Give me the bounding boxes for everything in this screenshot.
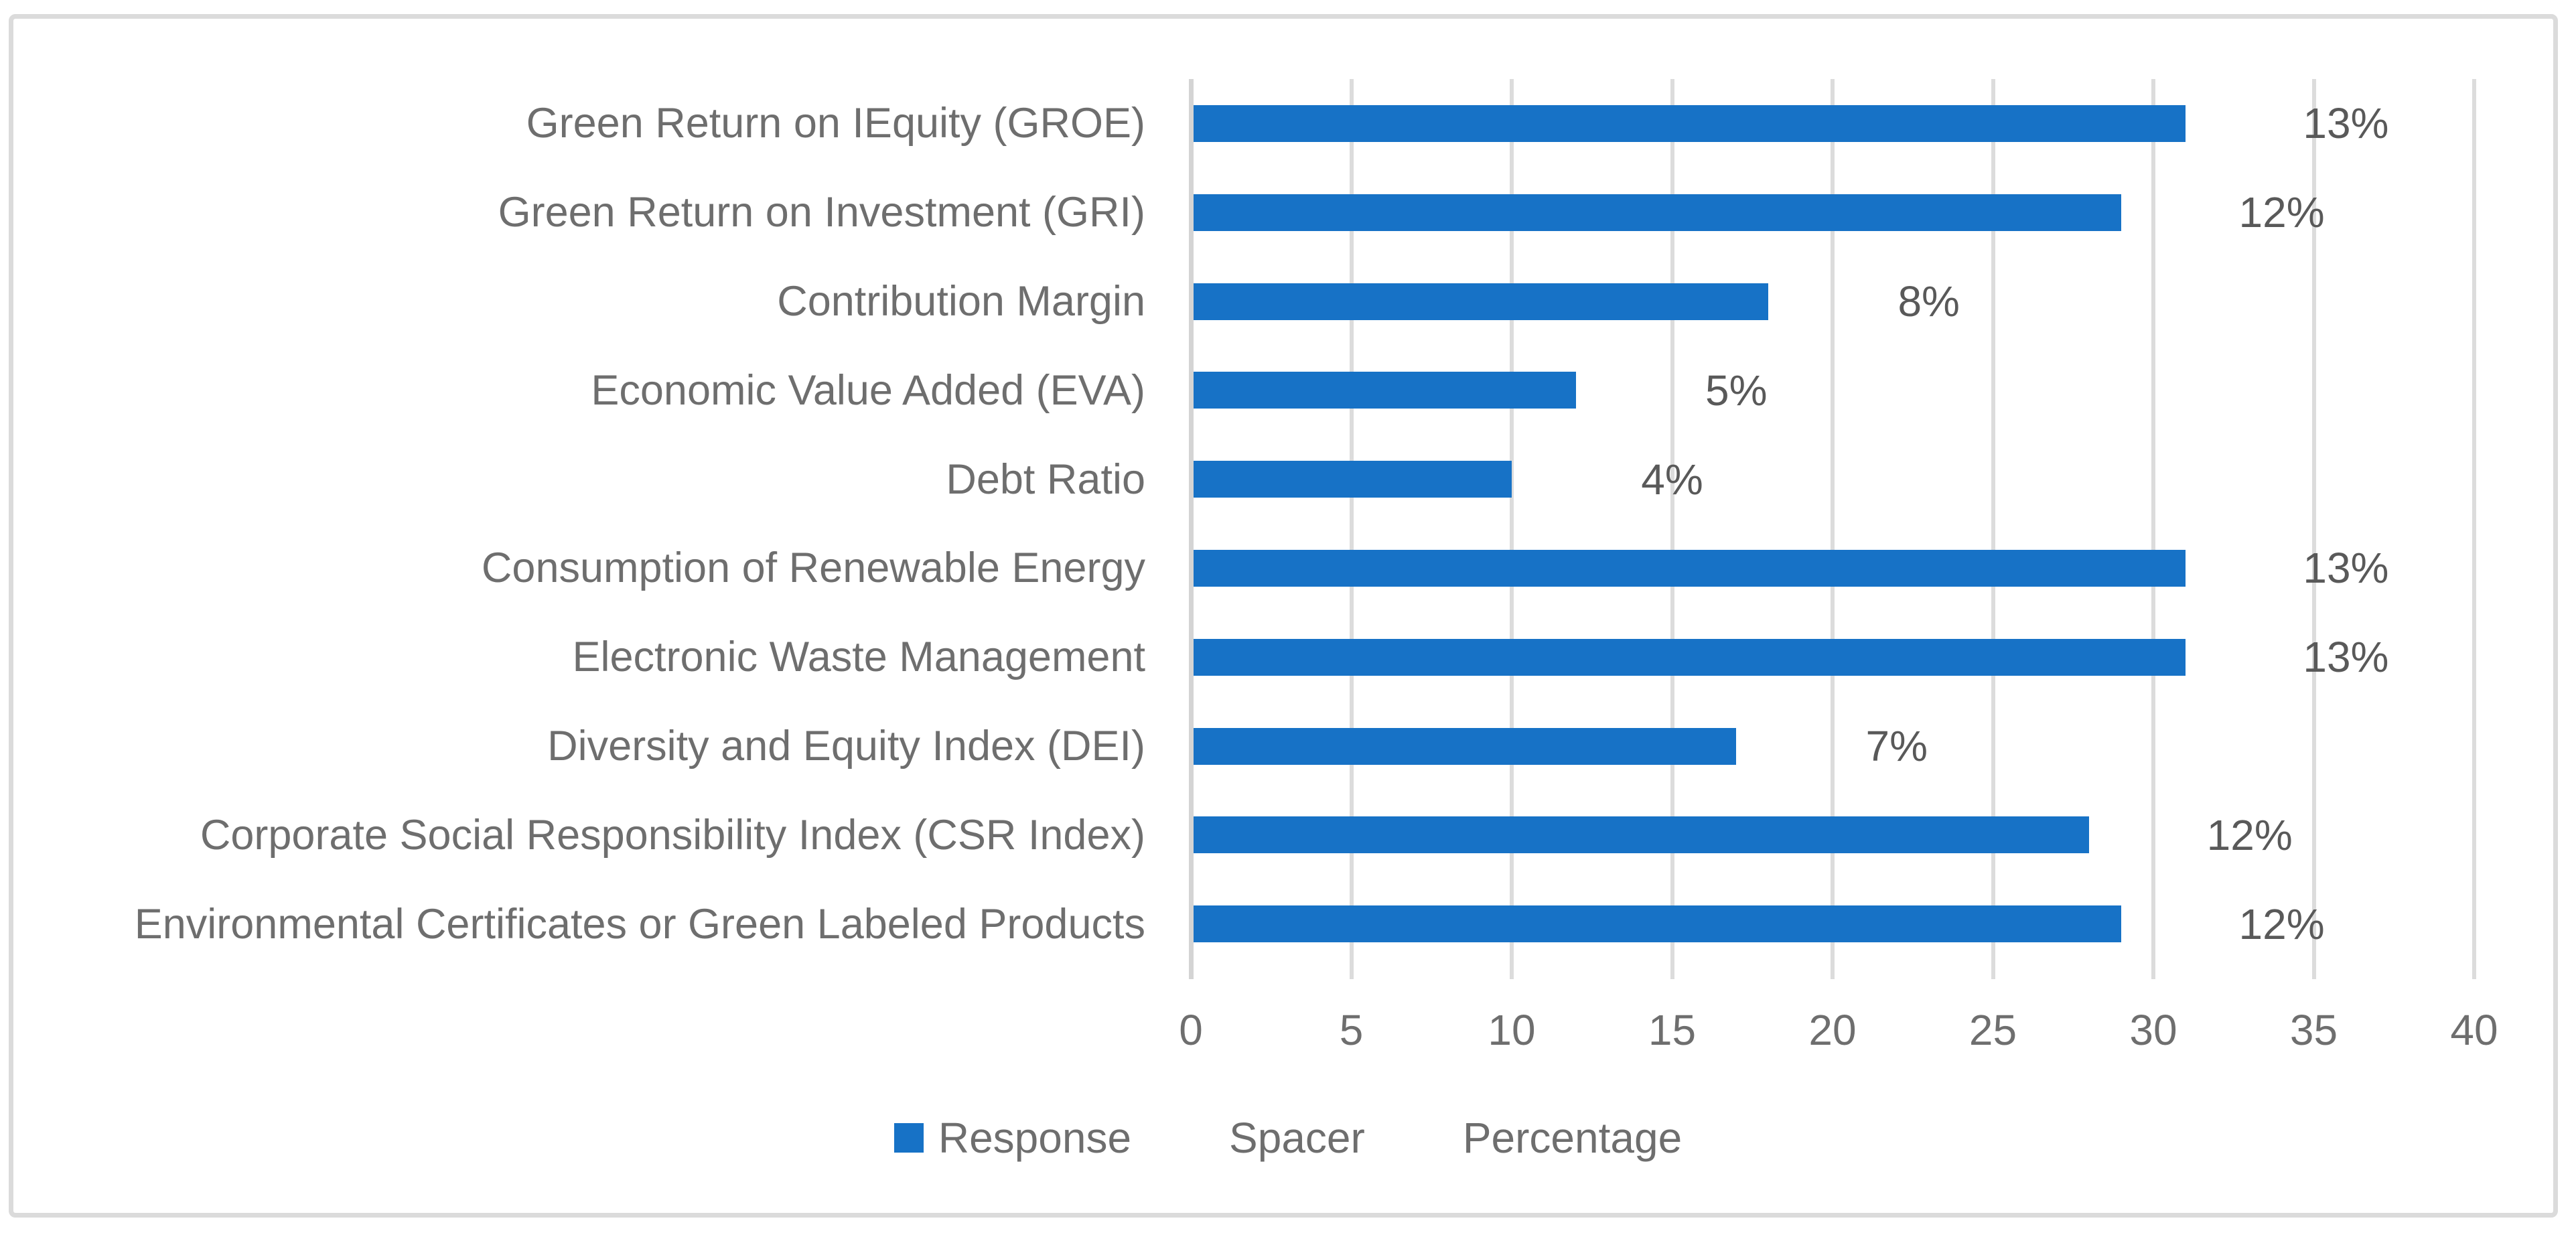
x-axis-tick-label: 25 — [1969, 1006, 2017, 1054]
major-gridline — [1349, 79, 1354, 979]
legend-item-response[interactable]: Response — [893, 1113, 1132, 1163]
category-label: Diversity and Equity Index (DEI) — [547, 723, 1145, 770]
response-bar[interactable] — [1194, 816, 2090, 854]
response-bar[interactable] — [1194, 461, 1512, 498]
response-bar[interactable] — [1194, 283, 1769, 320]
major-gridline — [1991, 79, 1995, 979]
x-axis-tick-label: 10 — [1488, 1006, 1536, 1054]
category-label: Green Return on Investment (GRI) — [498, 189, 1145, 236]
percentage-data-label: 5% — [1705, 366, 1768, 415]
response-bar[interactable] — [1194, 727, 1737, 765]
category-label: Green Return on IEquity (GROE) — [526, 100, 1145, 147]
percentage-data-label: 4% — [1641, 455, 1703, 504]
legend-label: Percentage — [1462, 1114, 1683, 1162]
category-label: Economic Value Added (EVA) — [591, 366, 1145, 414]
category-label: Contribution Margin — [777, 278, 1145, 325]
legend-item-percentage[interactable]: Percentage — [1419, 1113, 1682, 1163]
major-gridline — [1831, 79, 1835, 979]
legend-label: Spacer — [1229, 1114, 1365, 1162]
major-gridline — [2151, 79, 2155, 979]
legend-marker-hidden-icon — [1419, 1123, 1448, 1153]
percentage-data-label: 8% — [1898, 277, 1960, 325]
percentage-data-label: 13% — [2303, 99, 2389, 148]
x-axis-tick-label: 20 — [1808, 1006, 1857, 1054]
response-bar[interactable] — [1194, 905, 2122, 943]
major-gridline — [1670, 79, 1674, 979]
response-bar[interactable] — [1194, 194, 2122, 231]
x-axis-tick-label: 30 — [2129, 1006, 2177, 1054]
category-label: Corporate Social Responsibility Index (C… — [200, 811, 1145, 859]
response-bar[interactable] — [1194, 638, 2186, 676]
category-label: Consumption of Renewable Energy — [481, 544, 1145, 592]
response-bar[interactable] — [1194, 104, 2186, 142]
legend: Response Spacer Percentage — [0, 1113, 2576, 1163]
percentage-data-label: 7% — [1865, 722, 1928, 770]
x-axis-tick-label: 0 — [1179, 1006, 1203, 1054]
legend-marker-hidden-icon — [1185, 1123, 1214, 1153]
category-label: Environmental Certificates or Green Labe… — [134, 900, 1145, 948]
response-bar[interactable] — [1194, 372, 1576, 409]
x-axis-tick-label: 5 — [1339, 1006, 1364, 1054]
legend-item-spacer[interactable]: Spacer — [1185, 1113, 1365, 1163]
major-gridline — [2311, 79, 2316, 979]
x-axis-tick-label: 35 — [2289, 1006, 2338, 1054]
legend-marker-square-icon — [893, 1123, 924, 1153]
category-axis-line — [1188, 79, 1194, 979]
response-bar[interactable] — [1194, 549, 2186, 587]
percentage-data-label: 13% — [2303, 544, 2389, 593]
percentage-data-label: 12% — [2238, 899, 2325, 948]
legend-label: Response — [938, 1114, 1132, 1162]
x-axis-tick-label: 15 — [1648, 1006, 1697, 1054]
percentage-data-label: 13% — [2303, 633, 2389, 682]
percentage-data-label: 12% — [2206, 810, 2293, 859]
x-axis-tick-label: 40 — [2450, 1006, 2498, 1054]
category-label: Debt Ratio — [946, 455, 1145, 503]
major-gridline — [2472, 79, 2476, 979]
major-gridline — [1510, 79, 1514, 979]
category-label: Electronic Waste Management — [572, 634, 1145, 681]
percentage-data-label: 12% — [2238, 188, 2325, 237]
